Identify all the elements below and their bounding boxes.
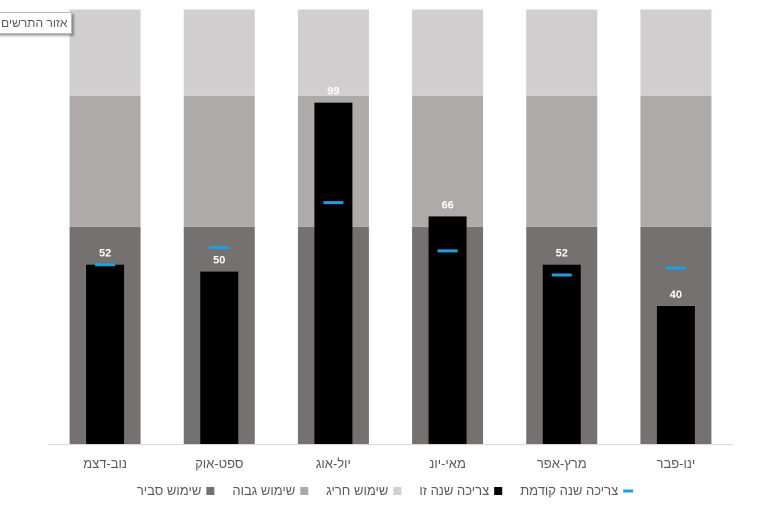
data-label-5: 40 [670, 289, 682, 301]
legend-swatch-4 [206, 487, 215, 495]
actual-bar-4 [542, 264, 581, 444]
legend-item-3: שימוש גבוה [232, 483, 309, 498]
legend-item-2: שימוש חריג [326, 483, 402, 498]
labels-layer: 52 50 99 66 52 40 [99, 86, 682, 301]
legend-label-0: צריכה שנה קודמת [520, 483, 618, 498]
band-high-1 [183, 95, 255, 227]
band-high-5 [640, 95, 712, 227]
data-label-4: 52 [556, 248, 568, 260]
actual-bar-2 [314, 102, 353, 444]
legend-swatch-1 [494, 487, 503, 495]
band-extreme-1 [183, 9, 255, 96]
band-high-3 [412, 95, 484, 227]
actual-bar-1 [200, 271, 239, 444]
data-label-1: 50 [213, 255, 225, 267]
bands-layer [69, 9, 712, 444]
chart-area-tag: אזור התרשים [0, 12, 73, 34]
band-high-0 [69, 95, 141, 227]
x-tick-label-4: מרץ-אפר [537, 456, 587, 471]
x-tick-label-0: נוב-דצמ [83, 456, 127, 471]
band-extreme-3 [412, 9, 484, 96]
band-extreme-2 [297, 9, 369, 96]
legend-swatch-3 [300, 487, 309, 495]
legend-label-4: שימוש סביר [137, 483, 202, 498]
data-label-0: 52 [99, 248, 111, 260]
legend-label-3: שימוש גבוה [232, 483, 295, 498]
legend: צריכה שנה קודמת צריכה שנה זו שימוש חריג שימ… [137, 483, 634, 498]
band-extreme-5 [640, 9, 712, 96]
legend-swatch-2 [393, 487, 402, 495]
actual-bar-0 [86, 264, 125, 444]
legend-label-2: שימוש חריג [326, 483, 388, 498]
bars-layer [86, 102, 695, 444]
markers-layer [95, 201, 686, 277]
legend-item-1: צריכה שנה זו [419, 483, 503, 498]
x-tick-label-5: ינו-פבר [657, 456, 696, 471]
data-label-3: 66 [441, 199, 453, 211]
x-tick-label-1: ספט-אוק [195, 456, 243, 471]
band-high-4 [526, 95, 598, 227]
legend-label-1: צריכה שנה זו [419, 483, 489, 498]
legend-item-4: שימוש סביר [137, 483, 215, 498]
actual-bar-3 [428, 216, 467, 444]
x-tick-labels: נוב-דצמ ספט-אוק יול-אוג מאי-יונ מרץ-אפר ינו-פ… [83, 456, 695, 471]
actual-bar-5 [656, 306, 695, 444]
data-label-2: 99 [327, 86, 339, 98]
legend-item-0: צריכה שנה קודמת [520, 483, 634, 498]
x-tick-label-2: יול-אוג [316, 456, 351, 471]
x-tick-label-3: מאי-יונ [429, 456, 466, 471]
band-extreme-4 [526, 9, 598, 96]
band-extreme-0 [69, 9, 141, 96]
